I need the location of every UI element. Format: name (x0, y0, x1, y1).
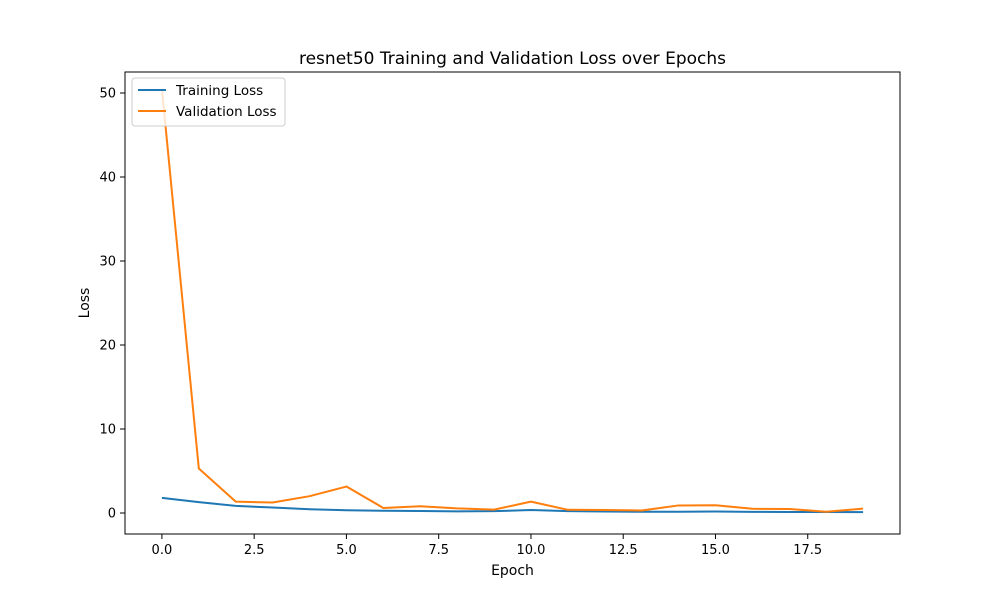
x-tick-label: 12.5 (609, 543, 638, 558)
x-tick-label: 2.5 (244, 543, 265, 558)
x-tick-label: 7.5 (428, 543, 449, 558)
y-tick-label: 30 (99, 255, 116, 270)
x-tick-label: 17.5 (793, 543, 822, 558)
x-axis-label: Epoch (491, 563, 534, 579)
plot-frame (124, 71, 901, 535)
legend: Training Loss Validation Loss (131, 77, 286, 127)
legend-label-validation: Validation Loss (176, 104, 277, 120)
y-tick-label: 50 (99, 87, 116, 102)
series-line-1 (160, 88, 864, 513)
x-tick-label: 10.0 (516, 543, 545, 558)
legend-label-training: Training Loss (175, 83, 263, 99)
series-line-0 (161, 496, 864, 514)
y-tick-label: 40 (99, 171, 116, 186)
y-tick-label: 20 (99, 339, 116, 354)
y-tick-label: 10 (99, 423, 116, 438)
x-tick-label: 15.0 (701, 543, 730, 558)
x-tick-label: 5.0 (336, 543, 357, 558)
x-tick-label: 0.0 (152, 543, 173, 558)
legend-box (131, 77, 286, 127)
y-tick-label: 0 (108, 507, 116, 522)
chart-title: resnet50 Training and Validation Loss ov… (299, 49, 726, 69)
y-axis-label: Loss (77, 288, 93, 319)
